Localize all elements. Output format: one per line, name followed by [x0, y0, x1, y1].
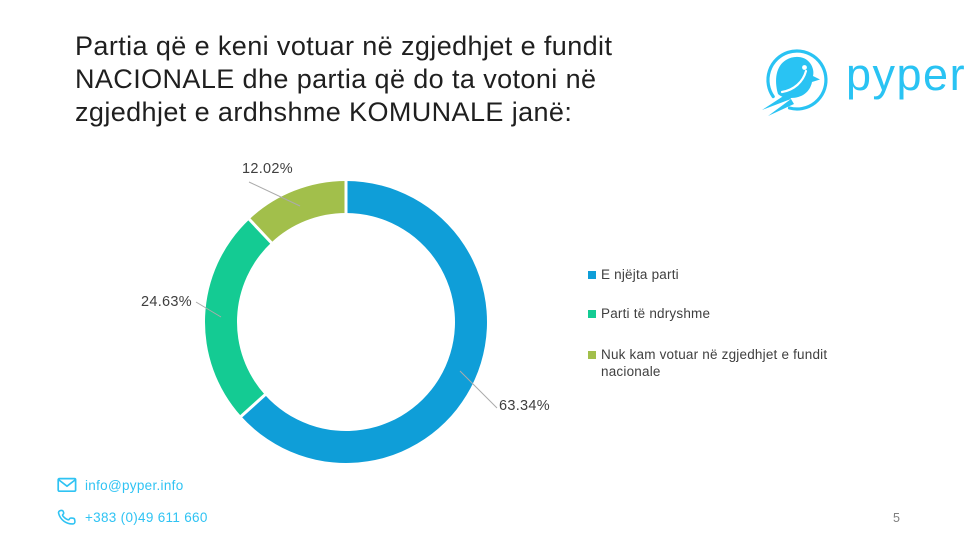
data-label-e-njejta-parti: 63.34% — [499, 398, 550, 414]
legend-swatch-olive — [588, 351, 596, 359]
legend-swatch-green — [588, 310, 596, 318]
pyper-logo-text: pyper — [846, 49, 967, 100]
slide-title-line-3: zgjedhjet e ardhshme KOMUNALE janë: — [75, 97, 573, 127]
legend-label: Parti të ndryshme — [601, 306, 711, 321]
donut-segment-1 — [205, 219, 272, 417]
legend-swatch-blue — [588, 271, 596, 279]
contact-email-text[interactable]: info@pyper.info — [85, 477, 184, 493]
donut-svg — [195, 179, 498, 463]
leader-line-green — [195, 301, 222, 318]
segment-separator — [246, 216, 274, 246]
segment-separator — [238, 392, 268, 419]
slide-title: Partia që e keni votuar në zgjedhjet e f… — [75, 30, 735, 129]
data-label-parti-te-ndryshme: 24.63% — [141, 294, 192, 310]
pyper-bird-icon — [762, 49, 828, 116]
contact-phone[interactable]: +383 (0)49 611 660 — [57, 508, 208, 527]
donut-segment-0 — [241, 181, 487, 463]
legend-label: E njëjta parti — [601, 267, 679, 282]
leader-line-blue — [459, 370, 498, 409]
leader-lines — [195, 181, 498, 409]
leader-line-olive — [248, 181, 301, 207]
contact-email[interactable]: info@pyper.info — [57, 477, 184, 493]
legend-item-e-njejta-parti: E njëjta parti — [588, 266, 679, 283]
pyper-logo: pyper — [758, 36, 966, 121]
phone-icon — [57, 509, 76, 525]
legend-item-nuk-kam-votuar: Nuk kam votuar në zgjedhjet e fundit nac… — [588, 346, 863, 380]
legend-item-parti-te-ndryshme: Parti të ndryshme — [588, 305, 710, 322]
slide-title-line-2: NACIONALE dhe partia që do ta votoni në — [75, 64, 597, 94]
envelope-icon — [57, 477, 77, 493]
legend-label: Nuk kam votuar në zgjedhjet e fundit nac… — [601, 347, 828, 379]
donut-chart: 12.02% 24.63% 63.34% — [130, 155, 560, 485]
contact-phone-text[interactable]: +383 (0)49 611 660 — [85, 510, 208, 525]
donut-segment-2 — [249, 181, 346, 243]
page-number: 5 — [893, 511, 900, 525]
slide-title-line-1: Partia që e keni votuar në zgjedhjet e f… — [75, 31, 613, 61]
donut-segments — [205, 179, 487, 463]
data-label-nuk-kam-votuar: 12.02% — [242, 161, 293, 177]
